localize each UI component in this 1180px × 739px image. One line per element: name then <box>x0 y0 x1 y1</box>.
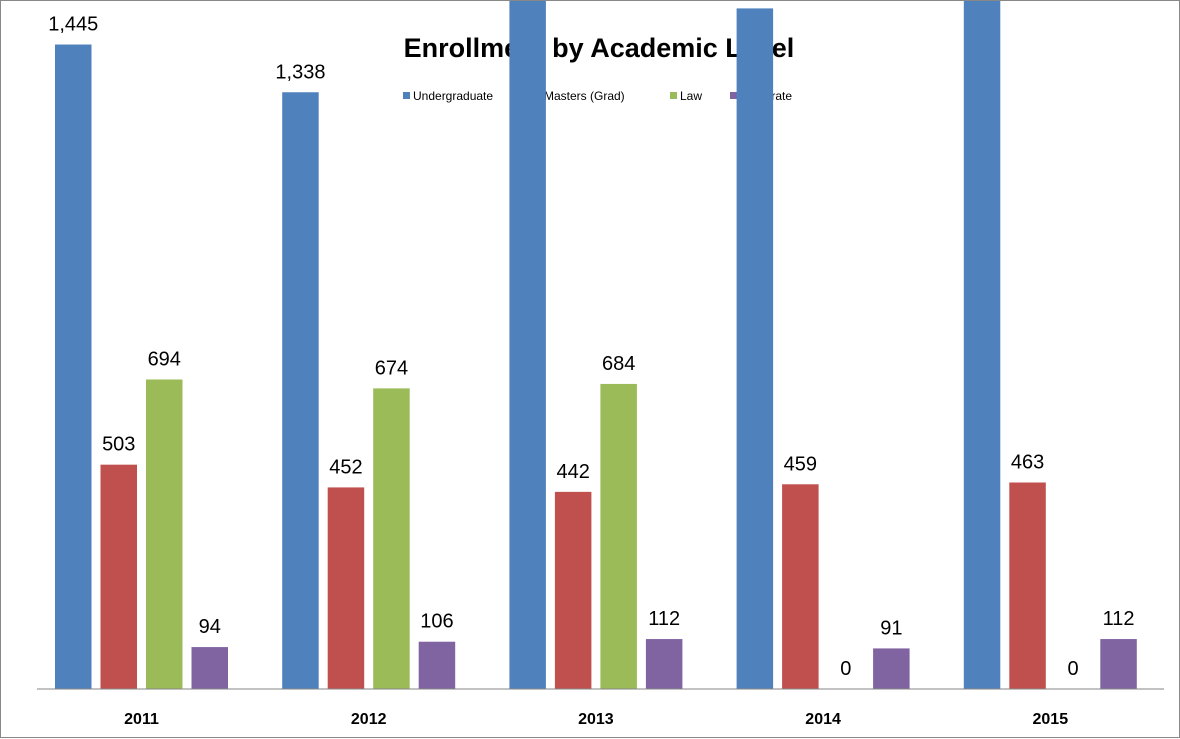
data-label-undergraduate-2011: 1,445 <box>48 14 98 36</box>
data-label-doctorate-2012: 106 <box>420 611 453 633</box>
bar-undergraduate-2011 <box>55 44 92 689</box>
bar-undergraduate-2013 <box>509 1 546 689</box>
x-tick-label-2011: 2011 <box>124 711 159 728</box>
bar-undergraduate-2012 <box>282 92 319 689</box>
bar-doctorate-2012 <box>418 641 456 689</box>
bar-masters-grad-2012 <box>327 487 365 689</box>
bar-masters-grad-2013 <box>554 491 592 689</box>
legend-label-undergraduate: Undergraduate <box>413 89 493 103</box>
x-tick-labels-group: 2011 2012 2013 2014 2015 <box>124 711 1068 728</box>
data-label-doctorate-2014: 91 <box>880 617 902 639</box>
bar-law-2013 <box>600 383 637 689</box>
data-label-law-2011: 694 <box>148 348 181 370</box>
bar-masters-grad-2015 <box>1009 482 1046 689</box>
x-tick-label-2014: 2014 <box>805 711 841 728</box>
data-label-masters-grad-2015: 463 <box>1011 452 1044 474</box>
legend-swatch-doctorate <box>730 92 737 99</box>
bar-undergraduate-2015 <box>963 1 1001 689</box>
data-label-masters-grad-2014: 459 <box>784 453 817 475</box>
bar-masters-grad-2011 <box>100 464 137 689</box>
data-label-doctorate-2011: 94 <box>199 616 221 638</box>
data-label-masters-grad-2011: 503 <box>102 434 135 456</box>
bars-group <box>55 1 1137 690</box>
legend-label-law: Law <box>680 89 702 103</box>
data-label-masters-grad-2013: 442 <box>556 461 589 483</box>
legend-label-masters-grad: Masters (Grad) <box>544 89 625 103</box>
x-tick-label-2013: 2013 <box>578 711 614 728</box>
bar-undergraduate-2014 <box>736 8 774 690</box>
bar-doctorate-2015 <box>1100 639 1137 689</box>
data-label-law-2015: 0 <box>1067 658 1078 680</box>
bar-law-2012 <box>373 388 410 689</box>
bar-masters-grad-2014 <box>782 484 819 689</box>
x-tick-label-2015: 2015 <box>1033 711 1069 728</box>
bar-law-2011 <box>146 379 183 689</box>
data-label-doctorate-2015: 112 <box>1103 608 1135 630</box>
data-label-doctorate-2013: 112 <box>648 608 680 630</box>
bar-doctorate-2013 <box>645 639 683 689</box>
data-labels-group: 1,445503694941,3384526741061,59544268411… <box>48 14 1135 680</box>
data-label-undergraduate-2012: 1,338 <box>275 61 325 83</box>
legend-swatch-law <box>670 92 677 99</box>
bar-doctorate-2011 <box>191 647 228 689</box>
data-label-law-2012: 674 <box>375 357 408 379</box>
data-label-law-2013: 684 <box>602 353 635 375</box>
chart-title: Enrollment by Academic Level <box>404 33 795 63</box>
legend-swatch-undergraduate <box>403 92 410 99</box>
bar-doctorate-2014 <box>873 648 910 689</box>
data-label-law-2014: 0 <box>840 658 851 680</box>
x-tick-label-2012: 2012 <box>351 711 387 728</box>
data-label-masters-grad-2012: 452 <box>329 456 362 478</box>
